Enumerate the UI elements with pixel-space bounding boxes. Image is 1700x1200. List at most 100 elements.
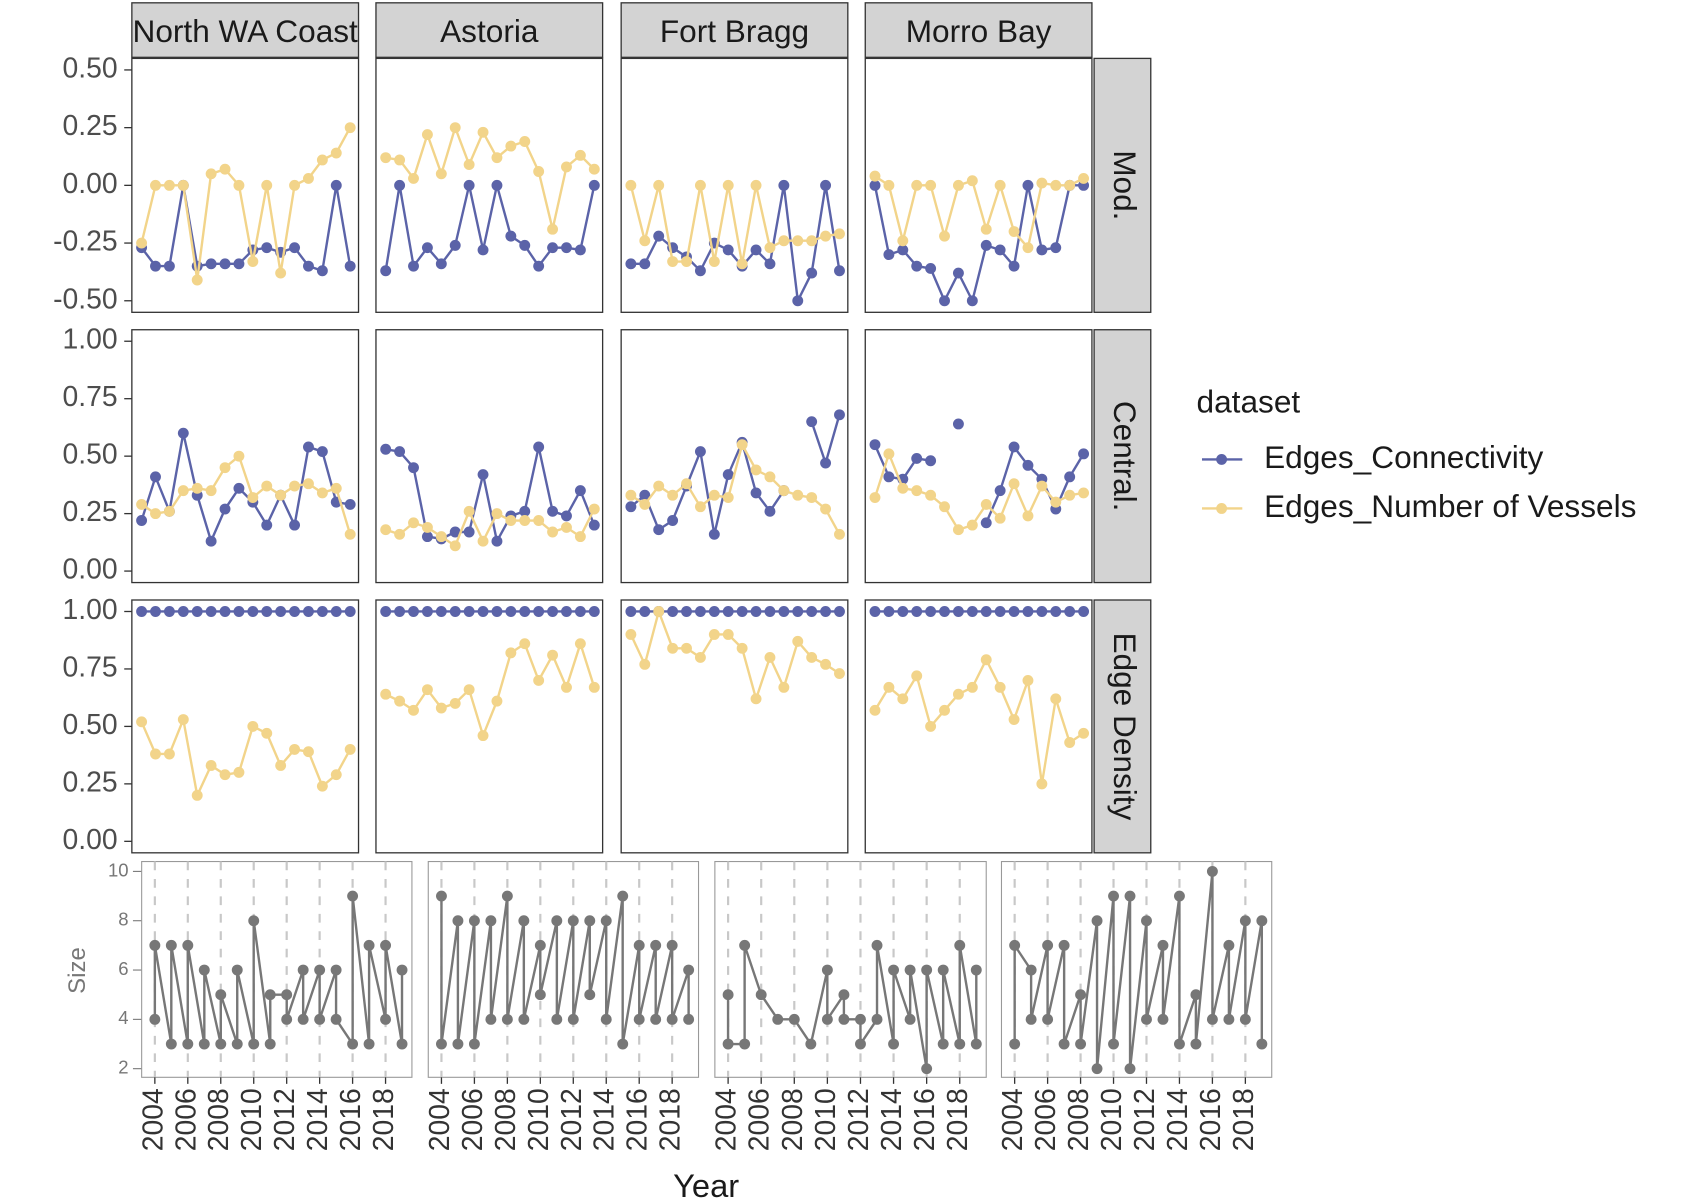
series-point — [191, 274, 203, 286]
series-point — [952, 606, 964, 617]
series-point — [149, 939, 161, 951]
series-point — [547, 505, 559, 517]
series-point — [625, 179, 637, 191]
series-point — [937, 1038, 949, 1050]
series-point — [191, 606, 203, 617]
series-point — [1025, 1013, 1037, 1025]
series-point — [449, 540, 461, 552]
series-point — [534, 989, 546, 1001]
series-point — [966, 606, 978, 617]
series-point — [834, 668, 845, 679]
y-tick-label: 0.25 — [63, 766, 118, 798]
x-tick-label: 2014 — [876, 1088, 908, 1151]
series-point — [519, 239, 531, 251]
series-point — [303, 441, 314, 453]
series-point — [1108, 1038, 1119, 1050]
series-point — [1075, 989, 1087, 1001]
legend-title: dataset — [1197, 384, 1301, 420]
series-point — [261, 727, 273, 739]
facet-strip-label: Fort Bragg — [660, 13, 809, 49]
series-point — [1173, 890, 1185, 902]
series-point — [561, 521, 572, 533]
series-point — [764, 258, 776, 270]
series-point — [1022, 242, 1034, 254]
series-point — [667, 489, 679, 501]
series-point — [750, 487, 762, 499]
series-point — [821, 1013, 833, 1025]
series-point — [330, 606, 342, 617]
series-point — [198, 964, 210, 976]
facet-strip — [620, 2, 849, 58]
series-point — [1036, 480, 1048, 492]
series-point — [739, 939, 751, 951]
series-point — [380, 606, 392, 617]
series-point — [970, 1038, 982, 1050]
series-point — [344, 743, 356, 755]
series-point — [925, 263, 937, 274]
x-tick-label: 2008 — [1063, 1088, 1095, 1151]
series-point — [939, 230, 950, 242]
series-point — [574, 638, 586, 650]
series-line — [385, 446, 596, 545]
series-point — [177, 427, 189, 439]
series-point — [247, 256, 259, 267]
series-point — [1042, 939, 1054, 951]
x-tick-label: 2006 — [457, 1088, 489, 1151]
series-point — [764, 242, 776, 254]
series-point — [883, 681, 895, 693]
series-point — [805, 1038, 817, 1050]
series-point — [275, 760, 287, 771]
series-point — [182, 1038, 194, 1050]
x-tick-label: 2014 — [589, 1088, 621, 1151]
facet-strip-label: Edge Density — [1107, 632, 1143, 820]
series-point — [149, 1013, 161, 1025]
series-point — [625, 258, 637, 270]
x-tick-label: 2016 — [335, 1088, 367, 1151]
series-point — [925, 489, 937, 501]
series-point — [150, 508, 161, 520]
series-point — [736, 258, 748, 270]
series-point — [468, 915, 480, 927]
series-point — [1108, 890, 1119, 902]
y-tick-label: 0.00 — [63, 168, 118, 200]
series-point — [519, 638, 531, 650]
series-point — [380, 939, 392, 951]
series-point — [820, 230, 832, 242]
series-point — [219, 462, 231, 474]
series-point — [449, 606, 461, 617]
series-point — [408, 517, 419, 529]
series-point — [316, 487, 328, 499]
series-point — [408, 172, 419, 184]
series-point — [191, 482, 203, 494]
series-point — [289, 179, 301, 191]
series-point — [233, 482, 245, 494]
series-point — [567, 1013, 579, 1025]
series-point — [518, 1013, 530, 1025]
series-point — [653, 179, 665, 191]
series-point — [330, 769, 342, 781]
series-point — [491, 695, 503, 707]
series-point — [165, 939, 177, 951]
series-point — [921, 964, 933, 976]
series-point — [625, 629, 637, 640]
series-point — [574, 531, 586, 543]
series-point — [925, 179, 937, 191]
series-point — [1008, 226, 1020, 237]
series-point — [380, 152, 392, 164]
series-point — [408, 704, 419, 716]
series-point — [994, 681, 1006, 693]
series-point — [625, 606, 637, 617]
series-point — [205, 485, 217, 497]
series-point — [1124, 1063, 1136, 1075]
series-point — [421, 129, 433, 141]
series-point — [639, 498, 651, 510]
series-point — [435, 606, 447, 617]
series-point — [838, 1013, 850, 1025]
series-point — [897, 606, 909, 617]
series-point — [722, 492, 734, 503]
series-point — [1022, 674, 1034, 686]
x-tick-label: 2010 — [810, 1088, 842, 1151]
series-point — [1008, 478, 1020, 490]
series-point — [347, 890, 359, 902]
series-point — [681, 606, 692, 617]
